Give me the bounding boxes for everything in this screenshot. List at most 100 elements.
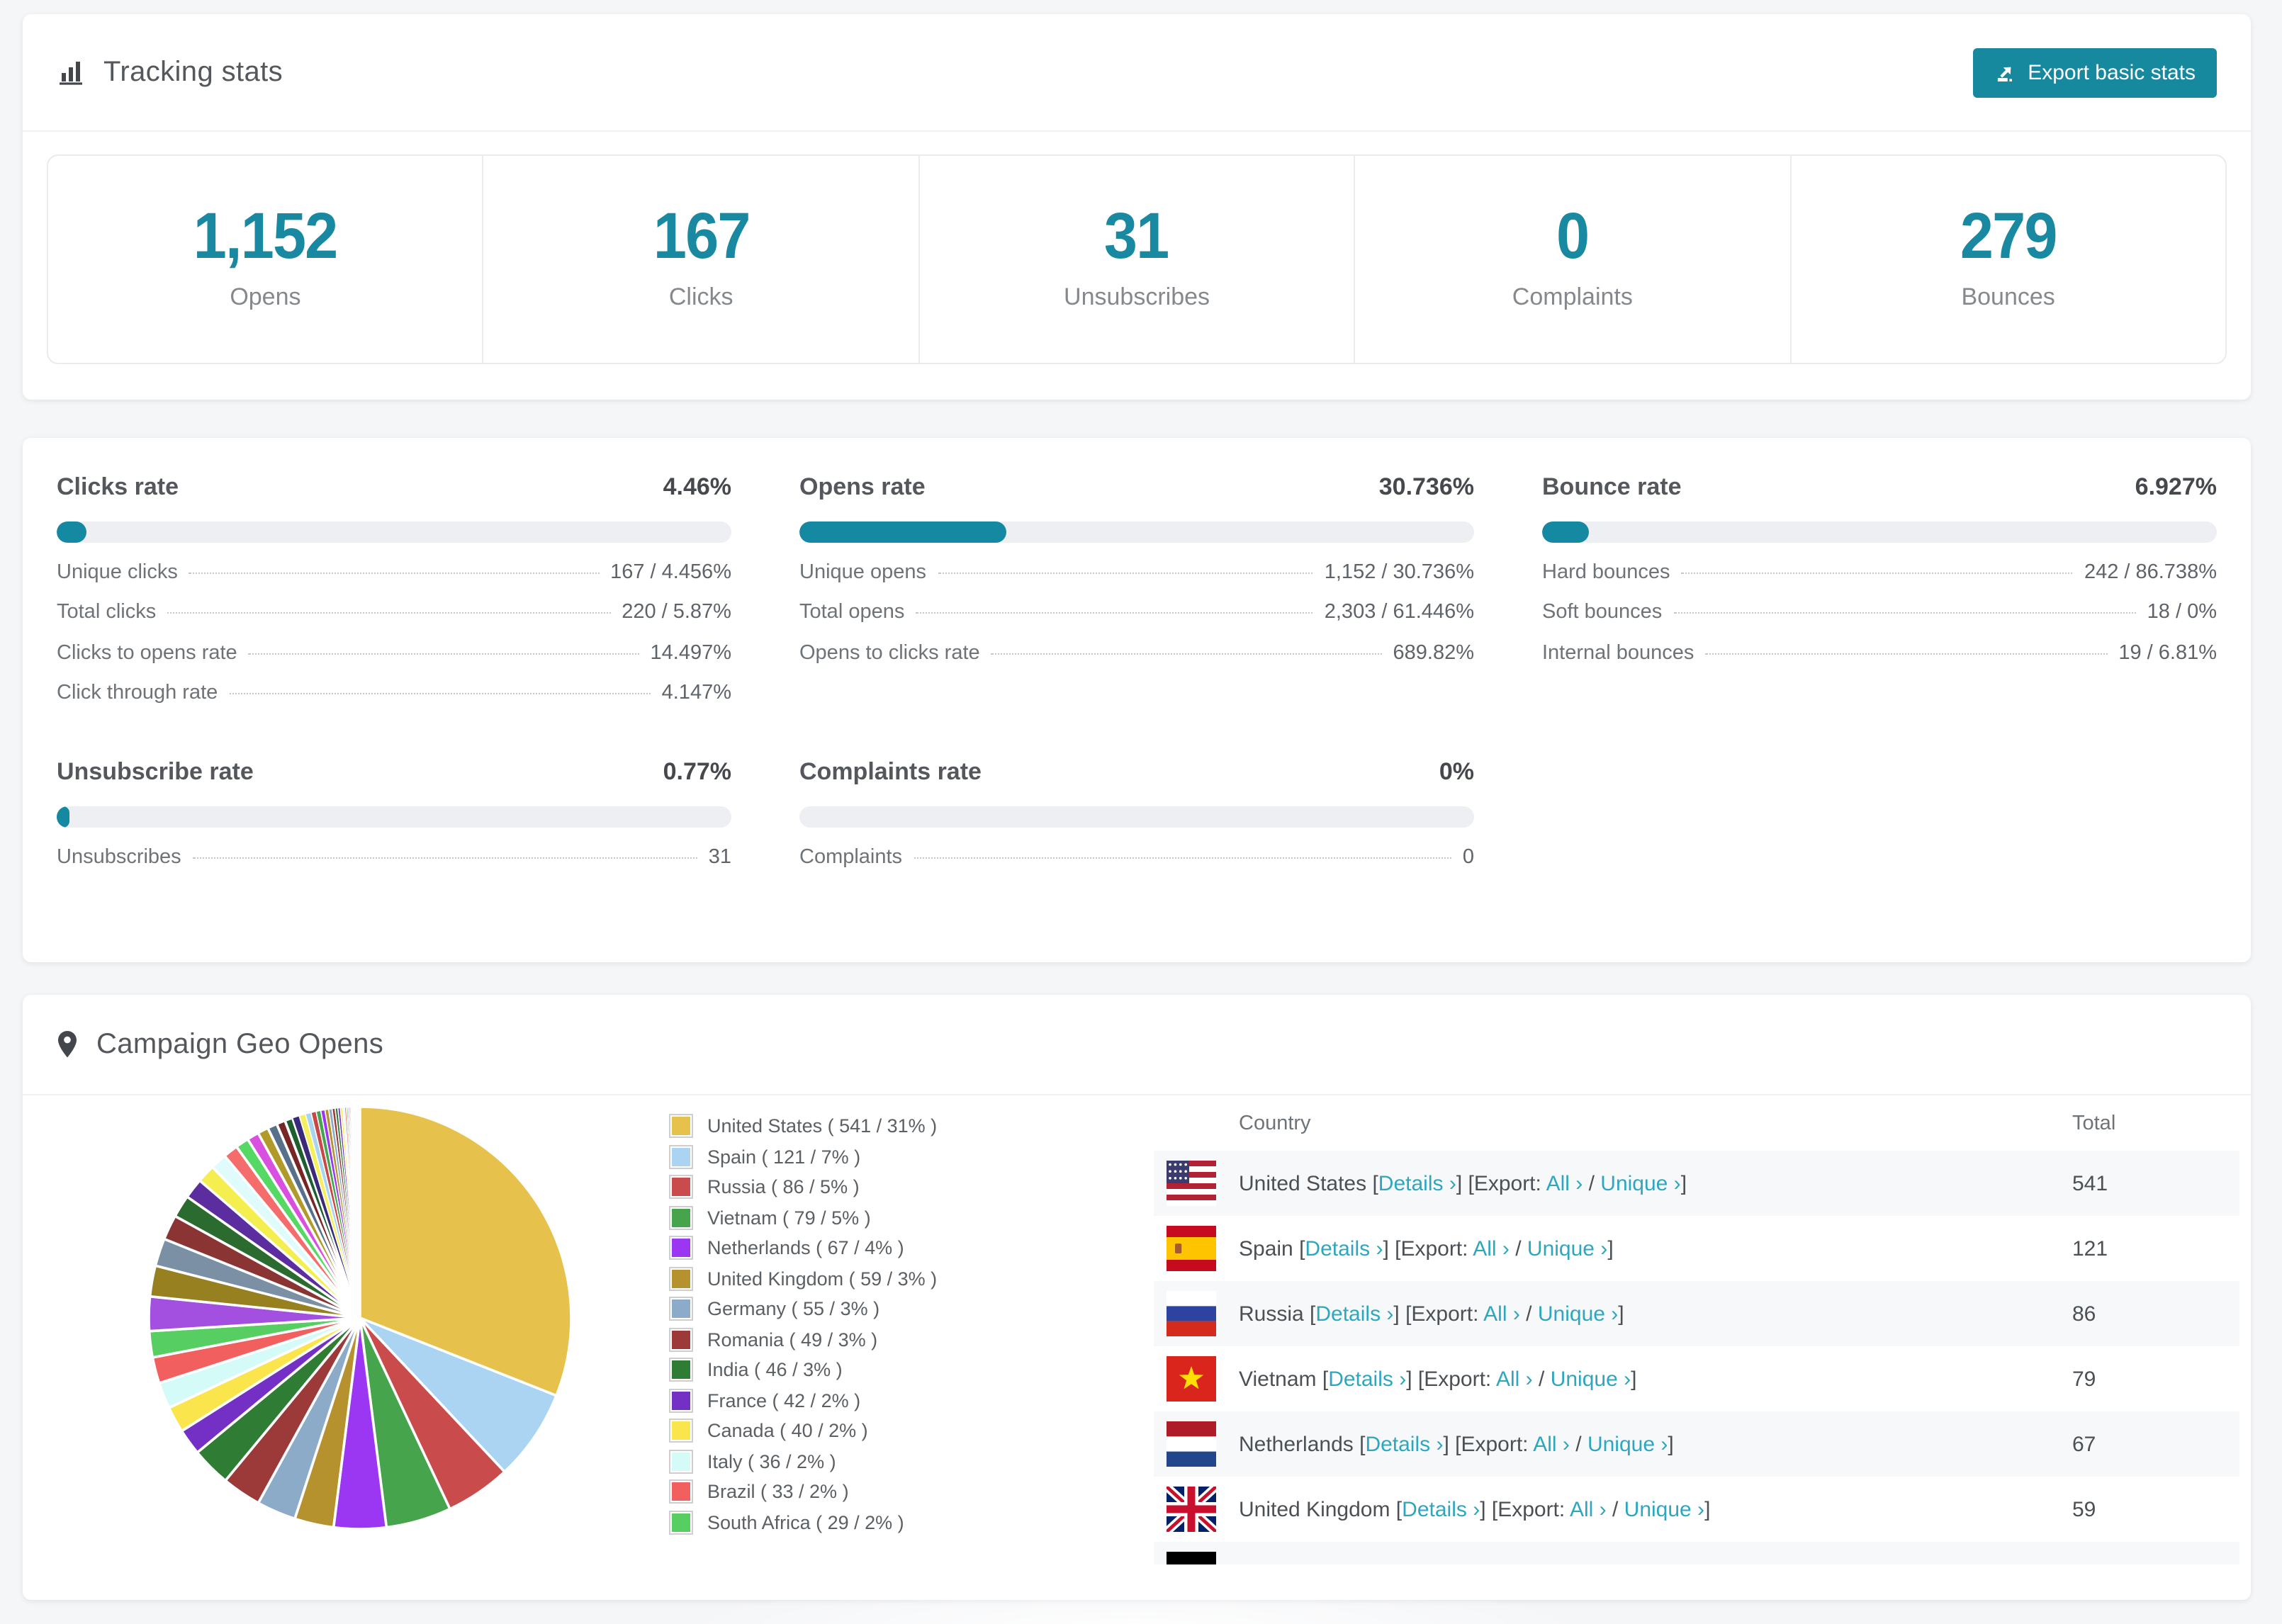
- export-basic-stats-button[interactable]: Export basic stats: [1972, 48, 2217, 98]
- rate-block-header: Complaints rate 0%: [799, 758, 1474, 786]
- dotted-leader: [248, 653, 639, 654]
- legend-item: India ( 46 / 3% ): [669, 1355, 1137, 1385]
- stat-cell-opens: 1,152 Opens: [48, 156, 484, 363]
- bar-chart-icon: [57, 58, 85, 86]
- stat-value: 167: [653, 198, 751, 272]
- export-all-link[interactable]: All ›: [1546, 1171, 1583, 1195]
- rate-row-value: 19 / 6.81%: [2118, 641, 2217, 664]
- rate-row: Hard bounces 242 / 86.738%: [1542, 560, 2217, 583]
- dotted-leader: [229, 693, 651, 694]
- legend-item: France ( 42 / 2% ): [669, 1385, 1137, 1416]
- stat-value: 31: [1104, 198, 1170, 272]
- geo-table: Country Total United States [Details ›] …: [1154, 1097, 2239, 1564]
- rate-rows: Unique clicks 167 / 4.456% Total clicks 220…: [57, 560, 731, 704]
- rate-row-label: Clicks to opens rate: [57, 641, 237, 664]
- geo-table-total-cell: 121: [2072, 1236, 2108, 1261]
- geo-pie-chart: [147, 1105, 573, 1530]
- legend-item: Italy ( 36 / 2% ): [669, 1446, 1137, 1477]
- progress-bar-fill: [1542, 521, 1589, 543]
- details-link[interactable]: Details ›: [1378, 1171, 1456, 1195]
- legend-item: Russia ( 86 / 5% ): [669, 1172, 1137, 1202]
- rate-value: 0%: [1439, 758, 1474, 785]
- flag-de-icon: [1167, 1552, 1216, 1564]
- geo-table-row: United States [Details ›] [Export: All ›…: [1154, 1151, 2239, 1216]
- rate-value: 4.46%: [663, 473, 731, 500]
- stat-label: Clicks: [668, 283, 734, 310]
- progress-bar-fill: [799, 521, 1007, 543]
- legend-label: Italy ( 36 / 2% ): [707, 1450, 836, 1472]
- rate-row-label: Total clicks: [57, 601, 157, 624]
- details-link[interactable]: Details ›: [1328, 1367, 1407, 1391]
- progress-bar-track: [57, 521, 731, 543]
- rate-block-opens-rate: Opens rate 30.736% Unique opens 1,152 / 30.…: [799, 473, 1474, 704]
- rate-row: Unique clicks 167 / 4.456%: [57, 560, 731, 583]
- geo-country-links: United Kingdom [Details ›] [Export: All …: [1239, 1497, 1711, 1521]
- geo-country-links: United States [Details ›] [Export: All ›…: [1239, 1171, 1687, 1195]
- card-campaign-geo-opens: Campaign Geo Opens United States ( 541 /…: [23, 995, 2251, 1600]
- export-unique-link[interactable]: Unique ›: [1561, 1562, 1641, 1564]
- export-all-link[interactable]: All ›: [1483, 1302, 1520, 1326]
- rate-rows: Hard bounces 242 / 86.738% Soft bounces 18 …: [1542, 560, 2217, 664]
- geo-country-links: Netherlands [Details ›] [Export: All › /…: [1239, 1432, 1674, 1456]
- dotted-leader: [1705, 653, 2108, 654]
- flag-ru-icon: [1167, 1291, 1216, 1336]
- geo-table-row: Russia [Details ›] [Export: All › / Uniq…: [1154, 1281, 2239, 1346]
- export-all-link[interactable]: All ›: [1533, 1432, 1570, 1456]
- geo-table-country-cell: United States [Details ›] [Export: All ›…: [1154, 1161, 2072, 1206]
- details-link[interactable]: Details ›: [1305, 1236, 1383, 1261]
- rate-row-value: 2,303 / 61.446%: [1324, 601, 1474, 624]
- rate-row-value: 14.497%: [650, 641, 732, 664]
- export-unique-link[interactable]: Unique ›: [1550, 1367, 1631, 1391]
- legend-swatch: [669, 1449, 693, 1474]
- details-link[interactable]: Details ›: [1402, 1497, 1480, 1521]
- export-button-label: Export basic stats: [2028, 61, 2196, 85]
- export-unique-link[interactable]: Unique ›: [1624, 1497, 1705, 1521]
- geo-table-country-cell: Vietnam [Details ›] [Export: All › / Uni…: [1154, 1356, 2072, 1402]
- legend-label: Germany ( 55 / 3% ): [707, 1298, 880, 1320]
- geo-table-country-cell: Netherlands [Details ›] [Export: All › /…: [1154, 1421, 2072, 1467]
- page-content: Tracking stats Export basic stats 1,152 O…: [23, 14, 2251, 1600]
- flag-gb-icon: [1167, 1487, 1216, 1532]
- export-unique-link[interactable]: Unique ›: [1587, 1432, 1668, 1456]
- export-all-link[interactable]: All ›: [1569, 1497, 1607, 1521]
- legend-swatch: [669, 1114, 693, 1139]
- legend-item: Romania ( 49 / 3% ): [669, 1324, 1137, 1355]
- export-unique-link[interactable]: Unique ›: [1537, 1302, 1619, 1326]
- details-link[interactable]: Details ›: [1338, 1562, 1416, 1564]
- dotted-leader: [938, 572, 1313, 573]
- legend-label: Vietnam ( 79 / 5% ): [707, 1207, 871, 1229]
- export-all-link[interactable]: All ›: [1495, 1367, 1533, 1391]
- pie-slice-spain: [359, 1316, 558, 1474]
- legend-label: South Africa ( 29 / 2% ): [707, 1511, 904, 1533]
- rate-row: Complaints 0: [799, 845, 1474, 868]
- stat-cell-complaints: 0 Complaints: [1355, 156, 1792, 363]
- export-all-link[interactable]: All ›: [1473, 1236, 1510, 1261]
- geo-country-links: Germany [Details ›] [Export: All › / Uni…: [1239, 1562, 1646, 1564]
- dotted-leader: [192, 857, 697, 858]
- geo-table-total-cell: 59: [2072, 1497, 2096, 1521]
- rate-title: Bounce rate: [1542, 473, 1682, 500]
- rate-row-label: Soft bounces: [1542, 601, 1663, 624]
- export-unique-link[interactable]: Unique ›: [1600, 1171, 1681, 1195]
- rates-grid: Clicks rate 4.46% Unique clicks 167 / 4.456…: [57, 473, 2217, 868]
- legend-item: Netherlands ( 67 / 4% ): [669, 1233, 1137, 1263]
- details-link[interactable]: Details ›: [1315, 1302, 1394, 1326]
- details-link[interactable]: Details ›: [1365, 1432, 1444, 1456]
- export-icon: [1994, 62, 2015, 84]
- legend-label: France ( 42 / 2% ): [707, 1389, 861, 1411]
- stat-label: Complaints: [1512, 283, 1633, 310]
- geo-opens-title: Campaign Geo Opens: [96, 1028, 384, 1059]
- rate-title: Opens rate: [799, 473, 926, 500]
- export-unique-link[interactable]: Unique ›: [1527, 1236, 1608, 1261]
- stat-label: Unsubscribes: [1064, 283, 1210, 310]
- geo-table-country-cell: Spain [Details ›] [Export: All › / Uniqu…: [1154, 1226, 2072, 1271]
- legend-item: South Africa ( 29 / 2% ): [669, 1507, 1137, 1538]
- progress-bar-track: [1542, 521, 2217, 543]
- geo-table-row: Germany [Details ›] [Export: All › / Uni…: [1154, 1542, 2239, 1564]
- rate-value: 0.77%: [663, 758, 731, 785]
- export-all-link[interactable]: All ›: [1506, 1562, 1543, 1564]
- dotted-leader: [167, 612, 611, 614]
- rate-value: 6.927%: [2135, 473, 2217, 500]
- legend-swatch: [669, 1510, 693, 1535]
- geo-table-total-cell: 67: [2072, 1432, 2096, 1456]
